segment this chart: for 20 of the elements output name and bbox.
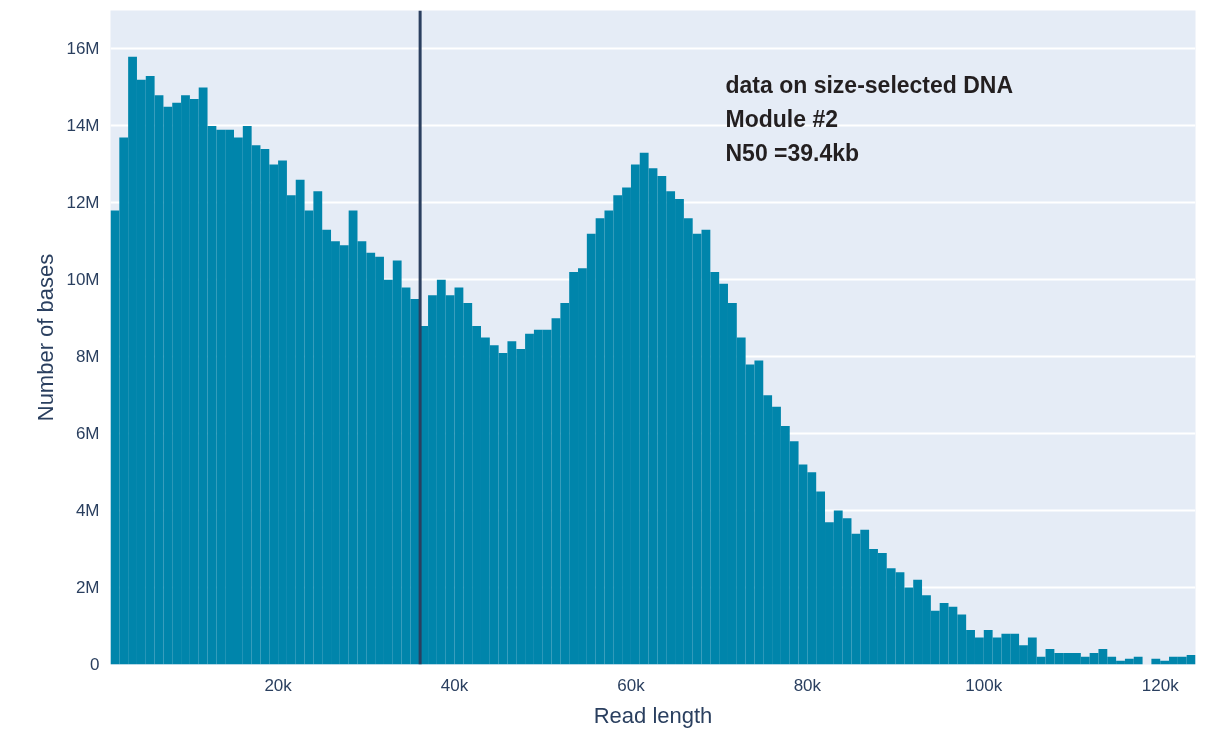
y-tick-label: 14M <box>66 116 100 136</box>
y-tick-label: 2M <box>75 578 100 598</box>
x-tick-label: 80k <box>793 675 822 695</box>
y-tick-label: 8M <box>75 347 100 367</box>
x-tick-label: 60k <box>617 675 646 695</box>
y-tick-label: 16M <box>66 39 100 59</box>
annotation: data on size-selected DNA <box>725 71 1014 98</box>
x-axis-title: Read length <box>593 702 713 728</box>
y-tick-label: 6M <box>75 424 100 444</box>
x-tick-label: 100k <box>965 675 1003 695</box>
x-tick-label: 40k <box>440 675 469 695</box>
y-tick-label: 10M <box>66 270 100 290</box>
y-axis-title: Number of bases <box>33 253 59 422</box>
y-tick-label: 4M <box>75 501 100 521</box>
annotation: N50 =39.4kb <box>725 139 860 166</box>
x-tick-label: 20k <box>264 675 293 695</box>
y-tick-label: 12M <box>66 193 100 213</box>
annotation: Module #2 <box>725 105 838 132</box>
x-tick-label: 120k <box>1141 675 1180 695</box>
y-tick-label: 0 <box>90 655 100 674</box>
